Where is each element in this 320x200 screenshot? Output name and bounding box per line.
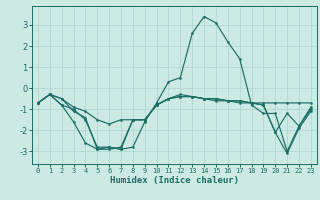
X-axis label: Humidex (Indice chaleur): Humidex (Indice chaleur)	[110, 176, 239, 185]
